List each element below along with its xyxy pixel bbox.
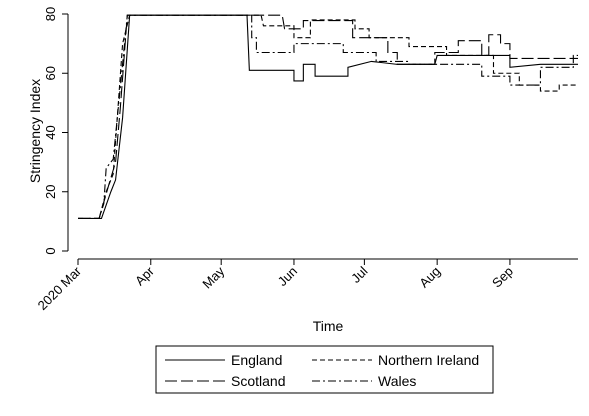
series-line-wales bbox=[78, 14, 578, 219]
series-line-england bbox=[78, 14, 578, 219]
y-tick-label: 80 bbox=[43, 7, 58, 21]
series-line-northern-ireland bbox=[78, 14, 578, 219]
x-axis-title: Time bbox=[313, 318, 344, 334]
y-axis: 0 20 40 60 80 bbox=[43, 7, 69, 255]
y-tick-label: 60 bbox=[43, 66, 58, 80]
y-axis-title: Stringency Index bbox=[27, 79, 43, 183]
legend-label-scotland: Scotland bbox=[231, 373, 285, 389]
legend-label-england: England bbox=[231, 352, 282, 368]
legend-label-northern-ireland: Northern Ireland bbox=[378, 352, 479, 368]
series-line-scotland bbox=[78, 14, 578, 219]
legend: England Northern Ireland Scotland Wales bbox=[155, 345, 494, 394]
legend-box bbox=[155, 345, 494, 394]
y-tick-label: 40 bbox=[43, 125, 58, 139]
y-tick-label: 20 bbox=[43, 185, 58, 199]
y-tick-label: 0 bbox=[43, 247, 58, 254]
series-lines bbox=[78, 14, 578, 219]
legend-label-wales: Wales bbox=[378, 373, 416, 389]
